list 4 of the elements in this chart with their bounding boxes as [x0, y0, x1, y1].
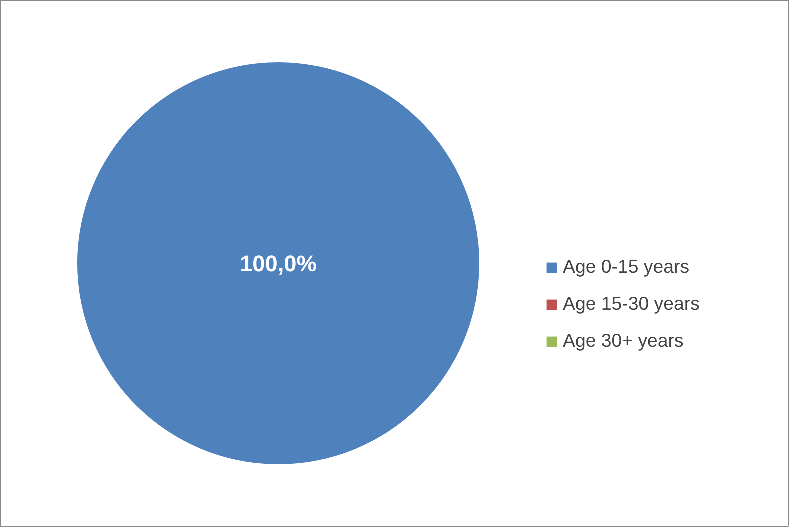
legend-label: Age 30+ years [563, 330, 684, 352]
legend-label: Age 15-30 years [563, 293, 700, 315]
legend-label: Age 0-15 years [563, 256, 690, 278]
data-label: 100,0% [240, 250, 317, 276]
